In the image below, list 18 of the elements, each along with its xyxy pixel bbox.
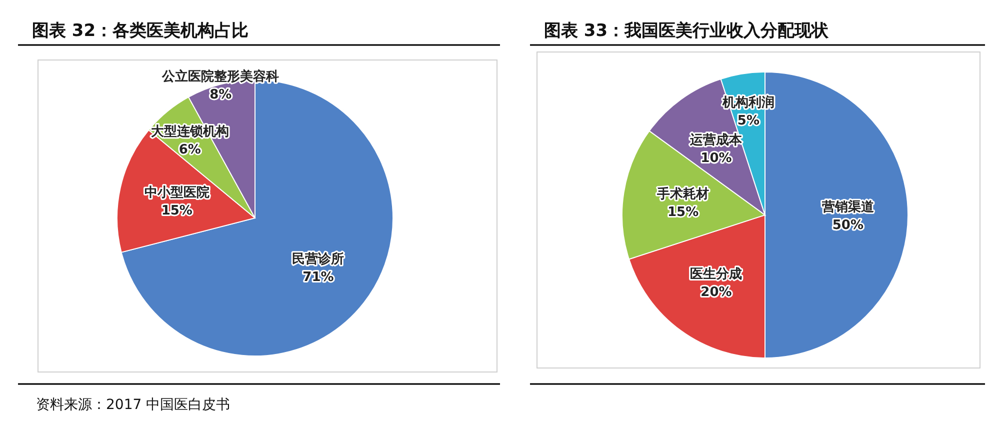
data-label: 71% bbox=[302, 270, 334, 286]
slice-label: 民营诊所 bbox=[292, 251, 344, 268]
chart-title: 图表 32：各类医美机构占比 bbox=[32, 21, 249, 41]
chart-title: 图表 33：我国医美行业收入分配现状 bbox=[544, 21, 830, 41]
slice-label: 营销渠道 bbox=[820, 199, 875, 215]
slice-label: 中小型医院 bbox=[144, 184, 210, 201]
data-label: 6% bbox=[178, 142, 201, 158]
data-label: 10% bbox=[700, 150, 732, 166]
data-label: 15% bbox=[668, 205, 699, 220]
data-label: 15% bbox=[161, 204, 192, 219]
data-label: 5% bbox=[737, 113, 760, 128]
slice-label: 公立医院整形美容科 bbox=[161, 68, 280, 84]
slice-label: 医生分成 bbox=[690, 267, 742, 282]
data-label: 20% bbox=[700, 285, 732, 300]
data-label: 50% bbox=[832, 218, 864, 233]
data-label: 8% bbox=[210, 87, 232, 102]
text: 资料来源：2017 中国医白皮书 bbox=[36, 397, 230, 413]
slice-label: 手术耗材 bbox=[656, 186, 710, 202]
